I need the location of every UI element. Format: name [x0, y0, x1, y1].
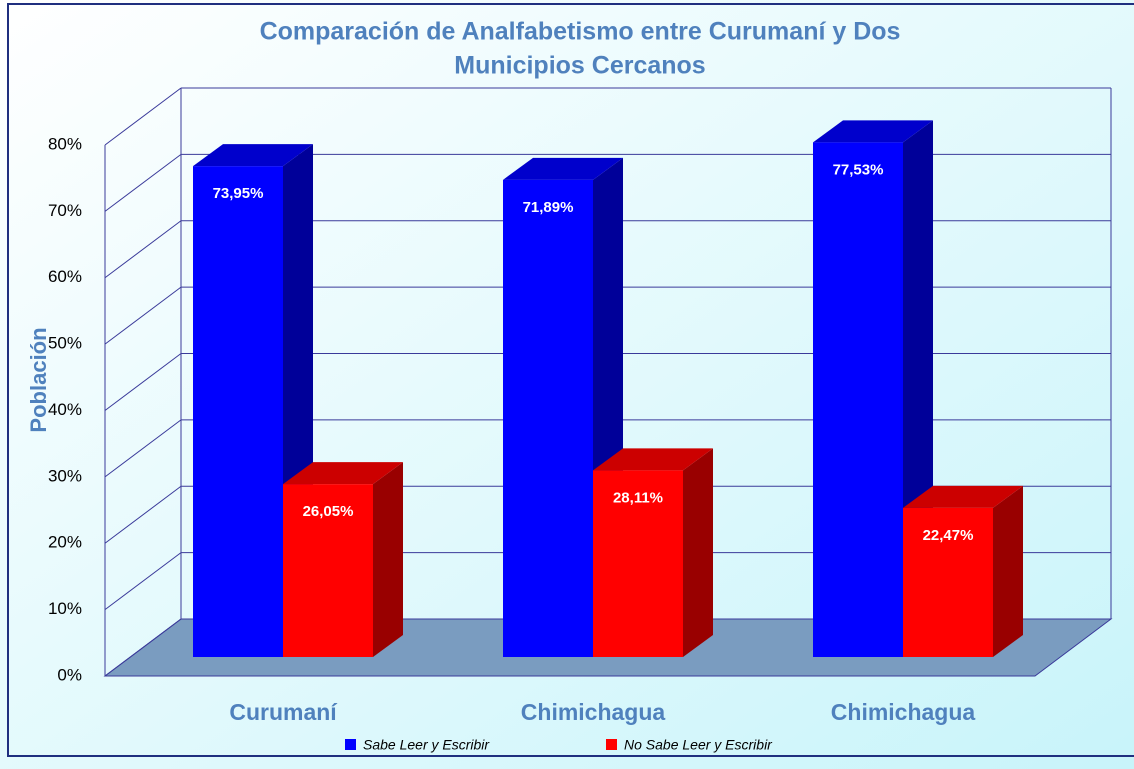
bar-face — [593, 448, 713, 471]
y-tick-label: 60% — [48, 267, 82, 286]
legend-swatch — [606, 739, 617, 750]
bar — [593, 448, 713, 657]
bar-face — [193, 144, 313, 167]
grid-line — [104, 87, 182, 146]
grid-line — [104, 220, 182, 279]
legend-swatch — [345, 739, 356, 750]
legend-label: No Sabe Leer y Escribir — [624, 737, 773, 753]
value-label: 73,95% — [213, 185, 264, 202]
y-tick-label: 30% — [48, 466, 82, 485]
grid-line — [104, 153, 182, 212]
grid-line — [104, 618, 182, 677]
value-label: 26,05% — [303, 503, 354, 520]
bar-face — [593, 470, 683, 657]
value-label: 77,53% — [833, 161, 884, 178]
bar-face — [193, 166, 283, 658]
x-tick-label: Chimichagua — [831, 699, 976, 725]
y-tick-label: 10% — [48, 599, 82, 618]
bar-face — [993, 485, 1023, 657]
legend-label: Sabe Leer y Escribir — [363, 737, 490, 753]
bar — [903, 485, 1023, 657]
grid-line — [104, 353, 182, 411]
grid-line — [104, 419, 182, 478]
value-label: 22,47% — [923, 527, 974, 544]
bar-face — [503, 179, 593, 657]
bar-face — [813, 142, 903, 657]
grid-line — [104, 485, 182, 544]
grid-line — [104, 286, 182, 345]
x-tick-label: Curumaní — [229, 699, 338, 725]
grid-line — [104, 552, 182, 611]
bar-face — [813, 120, 933, 143]
bar-face — [903, 485, 1023, 508]
y-tick-label: 40% — [48, 400, 82, 419]
bar-face — [283, 484, 373, 657]
chart-subtitle: Municipios Cercanos — [454, 52, 705, 80]
chart-border — [7, 3, 1134, 757]
value-label: 28,11% — [613, 489, 663, 506]
bar — [283, 462, 403, 657]
y-tick-label: 70% — [48, 201, 82, 220]
bar-face — [503, 157, 623, 180]
y-tick-label: 80% — [48, 134, 82, 153]
value-label: 71,89% — [523, 199, 574, 216]
bar — [813, 120, 933, 657]
chart-title: Comparación de Analfabetismo entre Curum… — [260, 18, 901, 46]
bar-face — [683, 448, 713, 657]
y-tick-label: 20% — [48, 533, 82, 552]
y-tick-label: 50% — [48, 334, 82, 353]
bar-face — [903, 507, 993, 657]
x-tick-label: Chimichagua — [521, 699, 666, 725]
bar-face — [373, 462, 403, 657]
bar-face — [283, 462, 403, 485]
y-tick-label: 0% — [57, 665, 82, 684]
y-axis-label: Población — [26, 327, 51, 432]
